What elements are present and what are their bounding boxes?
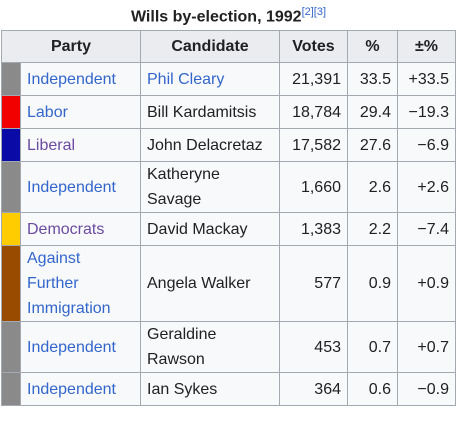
percent: 2.2 [347,212,398,246]
party-color [1,161,21,213]
party-link[interactable]: Democrats [27,220,105,238]
change: −19.3 [397,95,456,129]
result-row: Labor Bill Kardamitsis 18,784 29.4 −19.3 [1,95,456,129]
result-row: Against Further Immigration Angela Walker… [1,245,456,322]
percent: 0.6 [347,372,398,406]
column-header: % [347,30,398,63]
party-color [1,128,21,162]
party-color [1,372,21,406]
change: +2.6 [397,161,456,213]
table-body: Independent Phil Cleary 21,391 33.5 +33.5 Lab… [1,62,456,406]
candidate-cell: Phil Cleary [140,62,280,96]
party-cell: Independent [20,372,141,406]
result-row: Independent Katheryne Savage 1,660 2.6 +2.6 [1,161,456,213]
header-row: Party Candidate Votes% ±% [1,30,456,63]
party-link[interactable]: Independent [27,338,116,356]
party-cell: Labor [20,95,141,129]
party-cell: Independent [20,62,141,96]
result-row: Democrats David Mackay 1,383 2.2 −7.4 [1,212,456,246]
candidate-cell: David Mackay [140,212,280,246]
reference-link[interactable]: [2] [301,6,314,18]
candidate-cell: Ian Sykes [140,372,280,406]
votes: 21,391 [279,62,348,96]
result-row: Independent Geraldine Rawson 453 0.7 +0.7 [1,321,456,373]
change: −6.9 [397,128,456,162]
votes: 18,784 [279,95,348,129]
party-link[interactable]: Independent [27,178,116,196]
change: +33.5 [397,62,456,96]
change: −7.4 [397,212,456,246]
party-color [1,62,21,96]
party-cell: Liberal [20,128,141,162]
candidate-cell: Angela Walker [140,245,280,322]
percent: 27.6 [347,128,398,162]
candidate-cell: Bill Kardamitsis [140,95,280,129]
party-link[interactable]: Liberal [27,136,76,154]
votes: 1,383 [279,212,348,246]
party-link[interactable]: Labor [27,103,68,121]
refs: [2][3] [302,6,326,18]
party-link[interactable]: Independent [27,380,116,398]
votes: 577 [279,245,348,322]
party-color [1,245,21,322]
change: −0.9 [397,372,456,406]
change: +0.9 [397,245,456,322]
percent: 0.9 [347,245,398,322]
caption: Wills by-election, 1992[2][3] [0,6,457,26]
column-header: Party [1,30,141,63]
percent: 29.4 [347,95,398,129]
column-header: Votes [279,30,348,63]
party-link[interactable]: Independent [27,70,116,88]
votes: 453 [279,321,348,373]
caption-title: Wills by-election, 1992 [130,8,302,26]
party-cell: Against Further Immigration [20,245,141,322]
party-color [1,212,21,246]
votes: 17,582 [279,128,348,162]
percent: 0.7 [347,321,398,373]
candidate-link[interactable]: Phil Cleary [147,70,225,88]
result-row: Liberal John Delacretaz 17,582 27.6 −6.9 [1,128,456,162]
party-link[interactable]: Against Further Immigration [27,250,111,317]
percent: 33.5 [347,62,398,96]
party-cell: Democrats [20,212,141,246]
column-header: Candidate [140,30,280,63]
party-color [1,321,21,373]
percent: 2.6 [347,161,398,213]
result-row: Independent Ian Sykes 364 0.6 −0.9 [1,372,456,406]
reference-link[interactable]: [3] [313,6,327,18]
votes: 1,660 [279,161,348,213]
result-row: Independent Phil Cleary 21,391 33.5 +33.5 [1,62,456,96]
votes: 364 [279,372,348,406]
results-table: Party Candidate Votes% ±% Independent Phil C… [1,30,456,406]
party-cell: Independent [20,321,141,373]
candidate-cell: Geraldine Rawson [140,321,280,373]
candidate-cell: John Delacretaz [140,128,280,162]
candidate-cell: Katheryne Savage [140,161,280,213]
party-cell: Independent [20,161,141,213]
column-header: ±% [397,30,456,63]
party-color [1,95,21,129]
change: +0.7 [397,321,456,373]
